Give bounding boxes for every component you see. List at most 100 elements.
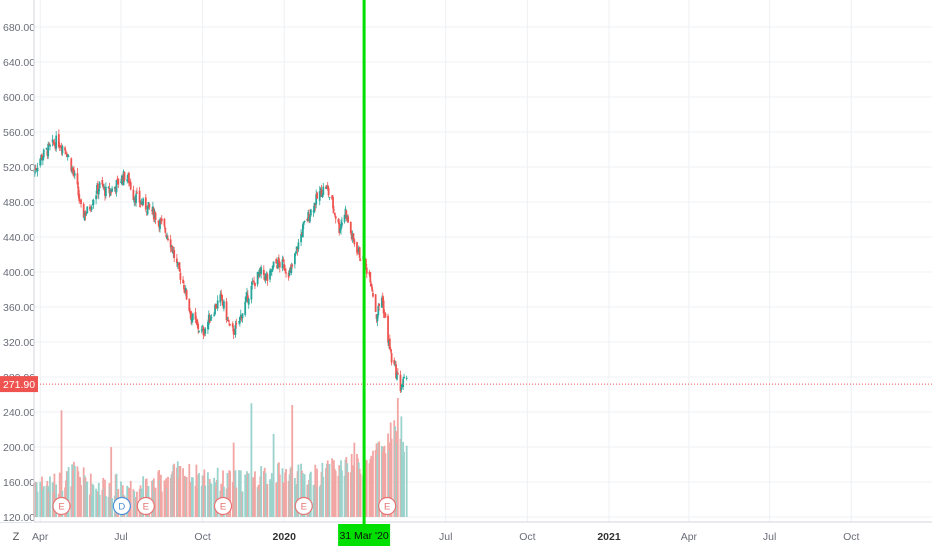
candle-body [98, 182, 101, 189]
candle-body [103, 186, 106, 188]
candle-body [65, 153, 68, 158]
earnings-marker[interactable]: E [294, 496, 313, 516]
candle-body [270, 269, 272, 271]
x-tick-label: Oct [843, 531, 859, 543]
candle-body [202, 327, 205, 336]
candle-body [400, 387, 403, 390]
last-price-label: 271.90 [3, 379, 35, 391]
candle-body [165, 234, 168, 237]
candle-body [337, 219, 340, 223]
candle-body [359, 259, 362, 261]
candle-body [73, 169, 75, 176]
y-tick-label: 640.00 [3, 57, 35, 69]
candle-body [182, 279, 184, 284]
candle-body [328, 197, 331, 199]
candle-body [238, 316, 241, 324]
candle-body [210, 317, 213, 319]
volume-bar [328, 463, 331, 517]
candle-body [318, 191, 321, 201]
candle-body [191, 313, 194, 320]
candle-body [272, 261, 275, 267]
volume-bar [241, 491, 244, 517]
earnings-marker[interactable]: E [213, 496, 233, 516]
earnings-marker[interactable]: E [136, 496, 155, 516]
candle-body [47, 143, 50, 157]
volume-bar [341, 470, 343, 517]
candle-body [228, 323, 231, 325]
candle-body [372, 292, 374, 297]
volume-bar [36, 491, 39, 517]
y-tick-label: 600.00 [3, 92, 35, 104]
candle-body [97, 189, 100, 195]
candle-body [241, 313, 244, 319]
candle-body [260, 267, 263, 274]
candle-body [300, 233, 302, 243]
earnings-marker[interactable]: E [52, 496, 71, 516]
symbol-button[interactable]: Z [0, 522, 32, 551]
candle-body [246, 295, 249, 303]
candle-body [164, 228, 167, 233]
volume-bar [372, 450, 374, 517]
y-tick-label: 200.00 [3, 442, 35, 454]
earnings-marker[interactable]: E [378, 496, 397, 516]
candle-body [294, 251, 297, 253]
candle-body [302, 221, 305, 225]
candle-body [128, 172, 130, 184]
candle-body [65, 153, 67, 155]
candle-body [111, 188, 113, 192]
volume-bar [92, 485, 95, 517]
candle-body [179, 272, 182, 280]
candle-body [48, 144, 50, 146]
candle-body [70, 158, 73, 172]
dividend-marker[interactable]: D [112, 496, 131, 516]
candle-body [316, 192, 318, 199]
candle-body [76, 173, 79, 185]
candle-body [245, 296, 247, 302]
volume-bar [297, 464, 300, 517]
volume-bar [291, 405, 294, 517]
event-marker-label: E [58, 502, 64, 513]
candle-body [320, 189, 323, 197]
x-tick-label: 2021 [597, 531, 621, 543]
volume-bar [272, 433, 275, 517]
candle-body [45, 148, 48, 150]
candle-body [198, 331, 200, 333]
y-tick-label: 680.00 [3, 22, 35, 34]
candle-body [83, 213, 86, 220]
candle-body [395, 364, 397, 379]
candle-body [154, 212, 157, 220]
volume-bar [353, 442, 356, 517]
volume-bar [334, 471, 337, 517]
candle-body [225, 301, 228, 321]
volume-bar [104, 495, 107, 517]
volume-bar [210, 483, 213, 517]
candle-body [269, 270, 271, 280]
candle-body [136, 192, 138, 194]
candle-body [284, 268, 287, 271]
candle-body [163, 218, 166, 227]
candle-body [229, 324, 232, 326]
candle-body [347, 216, 350, 223]
candle-body [55, 135, 58, 149]
candle-body [378, 303, 381, 307]
candle-body [59, 145, 62, 148]
candle-body [41, 157, 44, 161]
volume-bar [303, 474, 306, 517]
candle-body [232, 328, 235, 335]
y-tick-label: 480.00 [3, 197, 35, 209]
candle-body [290, 266, 293, 273]
volume-bar [89, 473, 92, 517]
candle-body [338, 222, 341, 233]
candle-body [396, 372, 399, 375]
volume-bar [322, 476, 325, 517]
candle-body [270, 270, 273, 272]
candle-body [388, 338, 391, 350]
candle-body [352, 233, 355, 240]
candle-body [343, 214, 346, 222]
candle-body [78, 194, 81, 202]
candle-body [244, 301, 247, 315]
candle-body [353, 239, 356, 245]
